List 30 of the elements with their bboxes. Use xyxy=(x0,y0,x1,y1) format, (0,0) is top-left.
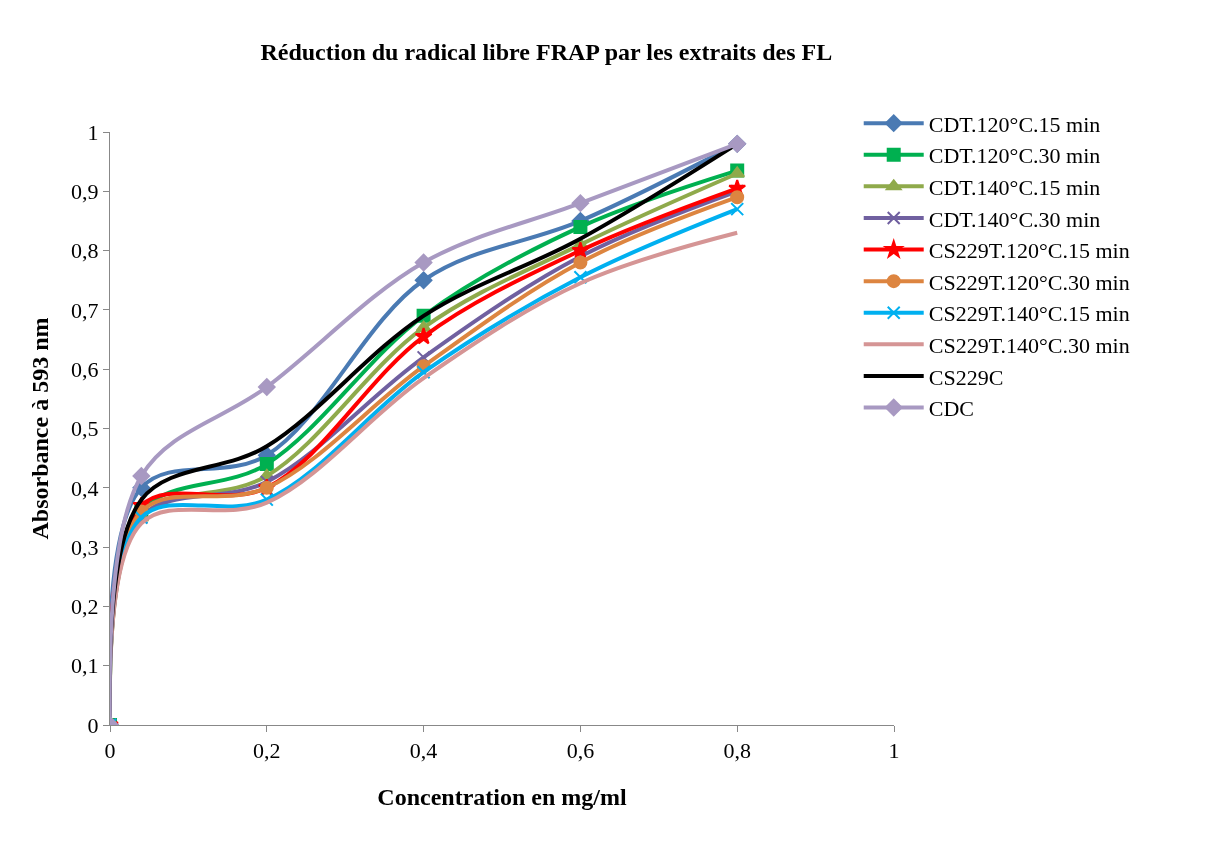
y-tick-label: 0,1 xyxy=(71,653,99,679)
y-tick-label: 0,2 xyxy=(71,594,99,620)
x-tick-label: 0,8 xyxy=(723,738,751,764)
legend-label: CS229T.120°C.30 min xyxy=(928,269,1130,295)
y-tick-label: 0,9 xyxy=(71,179,99,204)
y-tick-label: 1 xyxy=(87,119,99,145)
x-tick-label: 0 xyxy=(104,738,116,764)
legend-label: CS229T.140°C.30 min xyxy=(928,332,1130,358)
y-tick-label: 0 xyxy=(87,712,99,738)
legend-label: CS229T.120°C.15 min xyxy=(928,238,1130,264)
y-tick-label: 0,3 xyxy=(71,534,99,560)
legend-label: CS229T.140°C.15 min xyxy=(928,301,1130,327)
chart-title: Réduction du radical libre FRAP par les extraits des FL xyxy=(260,38,833,65)
legend-label: CDT.120°C.30 min xyxy=(928,143,1101,169)
x-tick-label: 0,2 xyxy=(253,738,281,764)
legend-label: CDT.120°C.15 min xyxy=(928,111,1101,137)
y-tick-label: 0,5 xyxy=(71,416,99,442)
x-tick-label: 0,4 xyxy=(409,738,438,764)
legend-label: CDC xyxy=(928,396,974,422)
y-axis-title: Absorbance à 593 nm xyxy=(27,317,54,540)
x-tick-label: 1 xyxy=(888,738,900,764)
y-tick-label: 0,4 xyxy=(71,475,99,501)
y-tick-label: 0,6 xyxy=(71,356,99,382)
y-tick-label: 0,8 xyxy=(71,238,99,264)
x-axis-title: Concentration en mg/ml xyxy=(377,783,627,810)
x-tick-label: 0,6 xyxy=(566,738,595,764)
legend-label: CDT.140°C.30 min xyxy=(928,206,1101,232)
legend-label: CDT.140°C.15 min xyxy=(928,174,1101,200)
legend-label: CS229C xyxy=(928,364,1004,390)
y-tick-label: 0,7 xyxy=(71,297,99,323)
